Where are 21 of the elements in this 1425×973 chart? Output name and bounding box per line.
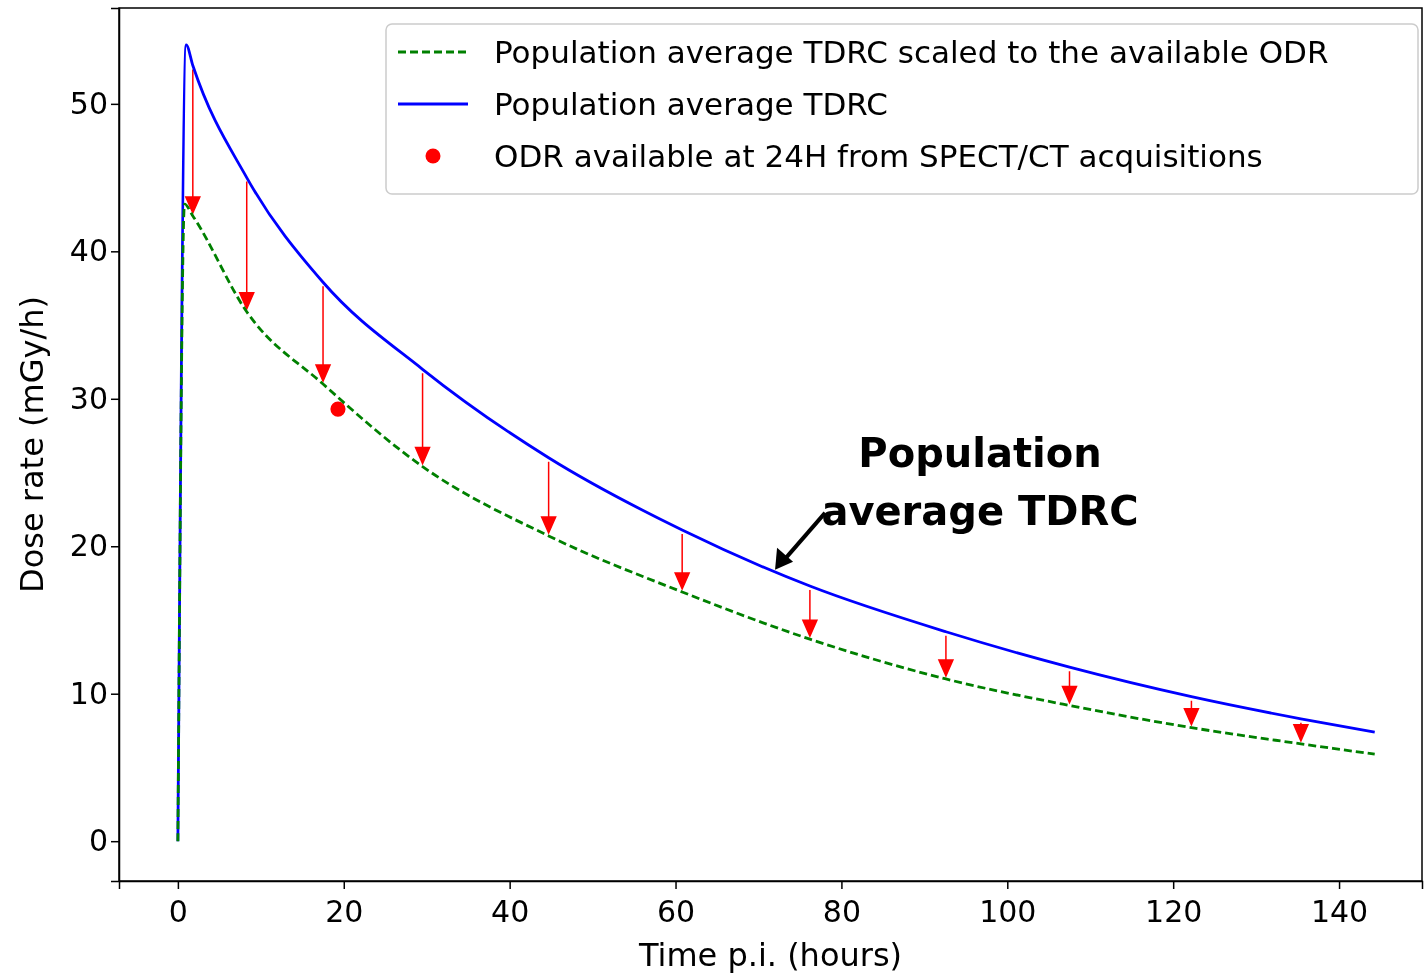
x-tick-label: 0 bbox=[168, 894, 188, 929]
x-axis-title: Time p.i. (hours) bbox=[637, 936, 903, 973]
legend-label: ODR available at 24H from SPECT/CT acquisitions bbox=[494, 138, 1263, 174]
x-tick-label: 140 bbox=[1310, 894, 1369, 929]
x-tick-label: 20 bbox=[325, 894, 364, 929]
y-axis-title: Dose rate (mGy/h) bbox=[13, 296, 51, 593]
y-tick-label: 10 bbox=[69, 675, 108, 711]
x-tick-label: 40 bbox=[491, 894, 530, 929]
x-tick-label: 100 bbox=[979, 894, 1037, 929]
y-tick-label: 50 bbox=[69, 85, 108, 121]
x-tick-label: 80 bbox=[822, 894, 862, 929]
y-tick-label: 30 bbox=[69, 380, 108, 416]
y-tick-label: 40 bbox=[69, 233, 108, 269]
y-tick-label: 0 bbox=[88, 823, 108, 859]
legend-label: Population average TDRC scaled to the available ODR bbox=[494, 34, 1329, 70]
x-tick-label: 120 bbox=[1145, 894, 1203, 929]
legend-label: Population average TDRC bbox=[494, 86, 888, 122]
annotation: Population average TDRC bbox=[821, 429, 1139, 534]
y-tick-label: 20 bbox=[69, 528, 108, 564]
x-tick-label: 60 bbox=[656, 894, 696, 929]
line-series bbox=[176, 202, 1377, 843]
